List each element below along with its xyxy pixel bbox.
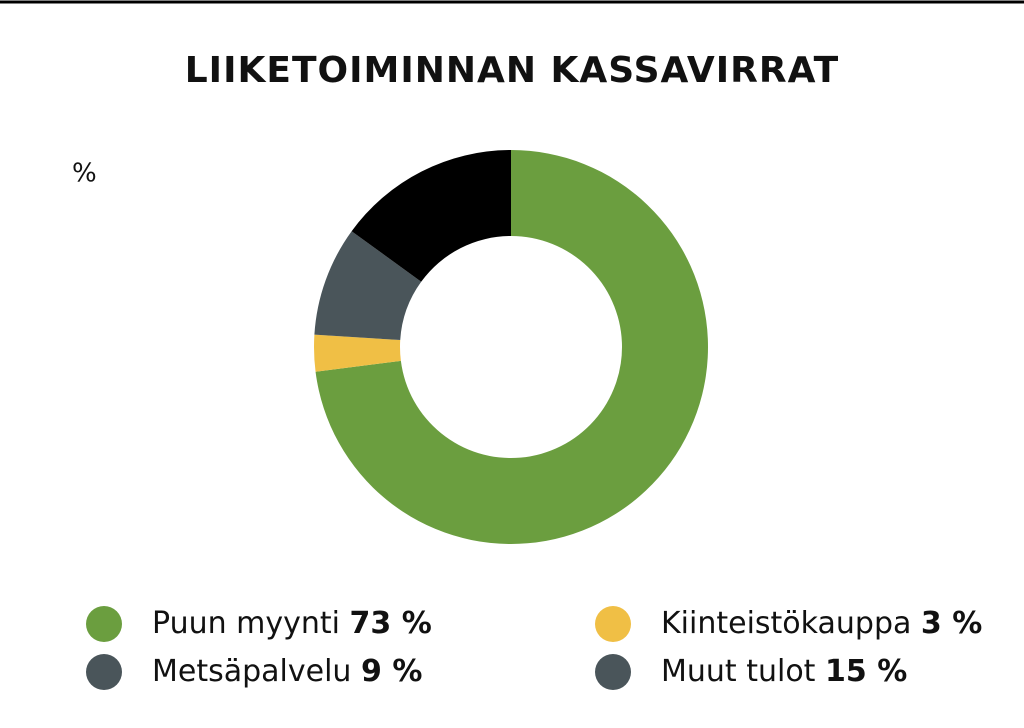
legend-value: 3 % xyxy=(921,606,982,641)
legend-label: Metsäpalvelu 9 % xyxy=(152,654,422,689)
donut-slice xyxy=(314,334,401,372)
legend-label: Muut tulot 15 % xyxy=(661,654,907,689)
donut-slice xyxy=(351,150,511,282)
donut-slice xyxy=(315,150,708,544)
legend-label: Puun myynti 73 % xyxy=(152,606,432,641)
chart-title: LIIKETOIMINNAN KASSAVIRRAT xyxy=(185,50,840,91)
legend-swatch xyxy=(595,606,631,642)
legend-value: 73 % xyxy=(350,606,432,641)
legend-swatch xyxy=(86,606,122,642)
unit-label: % xyxy=(72,159,97,189)
legend-name: Metsäpalvelu xyxy=(152,654,351,689)
legend-value: 15 % xyxy=(825,654,907,689)
legend-value: 9 % xyxy=(361,654,422,689)
legend-swatch xyxy=(86,654,122,690)
legend-label: Kiinteistökauppa 3 % xyxy=(661,606,982,641)
legend-swatch xyxy=(595,654,631,690)
legend-name: Muut tulot xyxy=(661,654,816,689)
legend-name: Kiinteistökauppa xyxy=(661,606,911,641)
donut-slice xyxy=(314,231,422,341)
legend-name: Puun myynti xyxy=(152,606,340,641)
